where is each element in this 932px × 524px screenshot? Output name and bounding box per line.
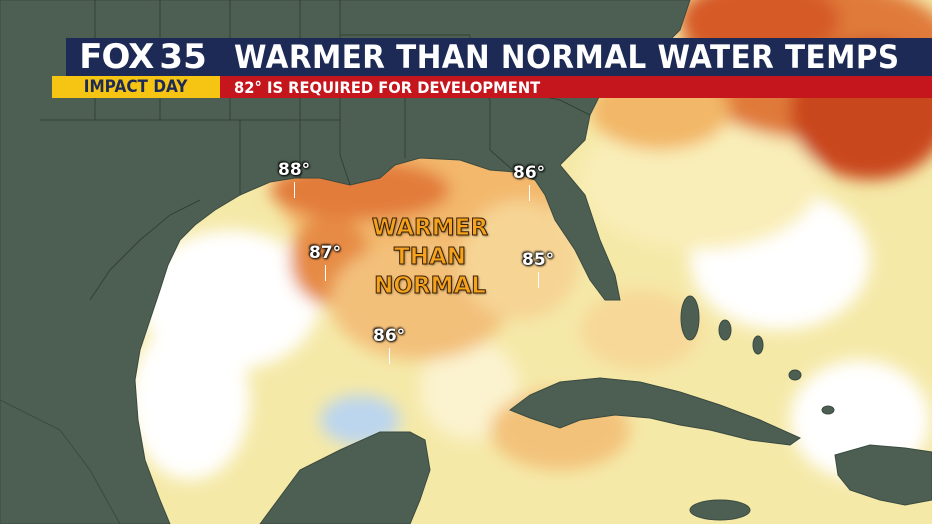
warmer-than-normal-annotation: WARMER THAN NORMAL	[360, 214, 500, 301]
temp-label-nw-gulf: 88°	[278, 160, 311, 180]
temp-label-e-gulf: 85°	[522, 250, 555, 270]
temp-label-s-central-gulf: 86°	[373, 326, 406, 346]
impact-day-text: IMPACT DAY	[84, 77, 188, 97]
temp-pointer-nw-gulf	[294, 182, 295, 198]
page-subtitle: 82° IS REQUIRED FOR DEVELOPMENT	[234, 77, 541, 97]
temp-label-ne-gulf: 86°	[513, 163, 546, 183]
logo-fox-text: FOX	[79, 37, 154, 77]
page-title: WARMER THAN NORMAL WATER TEMPS	[234, 38, 900, 76]
impact-day-badge: IMPACT DAY	[52, 76, 220, 98]
logo-number-text: 35	[159, 37, 207, 77]
annotation-line-3: NORMAL	[374, 273, 487, 300]
fox35-logo: FOX 35	[66, 37, 220, 77]
temp-pointer-w-central-gulf	[325, 265, 326, 281]
temp-pointer-ne-gulf	[529, 185, 530, 201]
annotation-line-1: WARMER	[371, 215, 489, 242]
temp-pointer-s-central-gulf	[389, 348, 390, 364]
subtitle-bar: 82° IS REQUIRED FOR DEVELOPMENT	[220, 76, 932, 98]
temp-label-w-central-gulf: 87°	[309, 243, 342, 263]
annotation-line-2: THAN	[394, 244, 467, 271]
temp-pointer-e-gulf	[538, 272, 539, 288]
title-bar: WARMER THAN NORMAL WATER TEMPS	[220, 38, 932, 76]
